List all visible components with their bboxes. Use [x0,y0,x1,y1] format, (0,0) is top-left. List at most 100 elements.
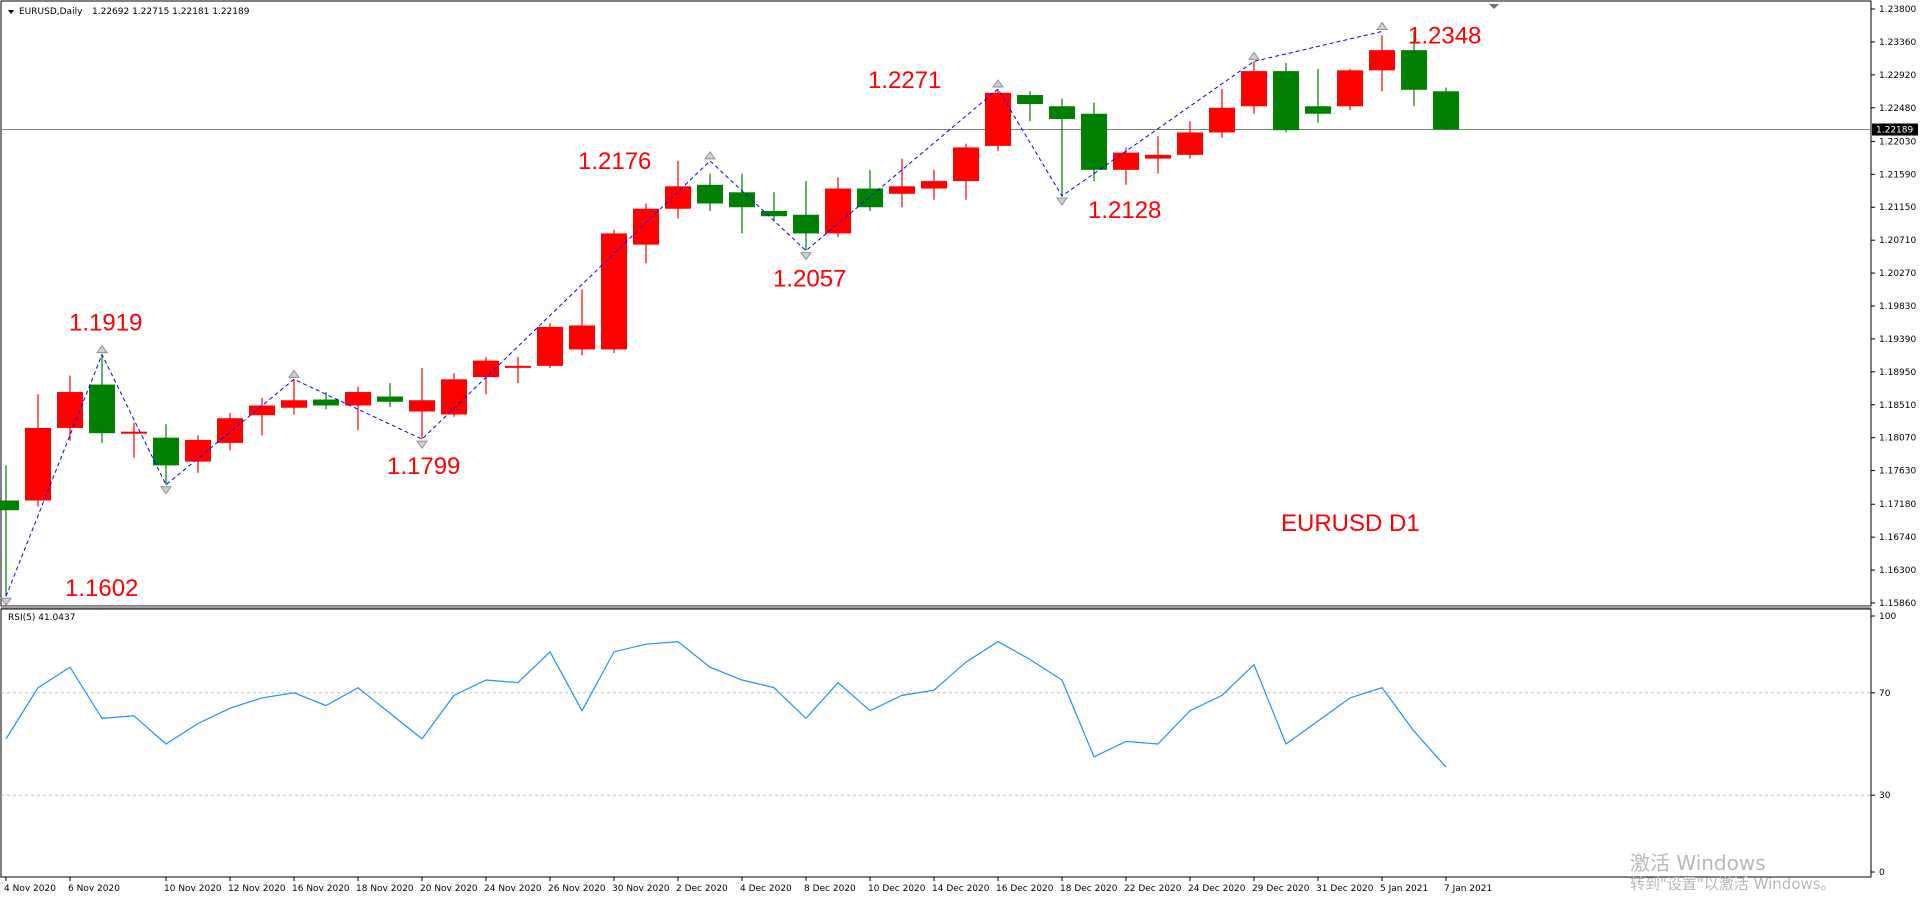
y-tick-label: 1.19390 [1879,335,1916,345]
candle[interactable] [185,435,211,473]
candle[interactable] [121,422,147,458]
candle-body [409,400,435,412]
candle-body [1177,132,1203,155]
candle[interactable] [1433,87,1459,131]
separator-bar[interactable] [1,606,1871,609]
rsi-pane-frame [0,608,1872,878]
candle[interactable] [1049,98,1075,197]
candle-body [25,427,51,501]
candle[interactable] [1337,68,1363,110]
candle-body [1401,50,1427,90]
candle[interactable] [1113,147,1139,185]
candle[interactable] [1177,121,1203,159]
x-tick-label: 20 Nov 2020 [420,884,478,894]
zigzag-price-label: 1.2348 [1408,22,1481,49]
candle[interactable] [953,143,979,200]
candle[interactable] [1305,68,1331,123]
x-tick-label: 24 Nov 2020 [484,884,542,894]
candle[interactable] [377,383,403,407]
current-price-tag [1872,123,1918,136]
rsi-tick-label: 100 [1879,612,1896,622]
candle[interactable] [153,424,179,485]
candle[interactable] [633,203,659,264]
candle[interactable] [1401,31,1427,107]
candle[interactable] [889,158,915,208]
candle[interactable] [473,356,499,395]
y-tick-label: 1.15860 [1879,599,1916,609]
candle[interactable] [57,375,83,441]
candle[interactable] [1369,35,1395,92]
candle-body [1337,70,1363,107]
y-tick-label: 1.16300 [1879,566,1916,576]
ohlc-header: 1.22692 1.22715 1.22181 1.22189 [92,7,250,17]
x-tick-label: 24 Dec 2020 [1188,884,1246,894]
candle-body [1369,50,1395,71]
candle-body [57,392,83,428]
candle[interactable] [1081,102,1107,182]
main-pane-frame [0,0,1872,607]
y-tick-label: 1.21150 [1879,203,1916,213]
x-tick-label: 18 Nov 2020 [356,884,414,894]
zigzag-price-label: 1.2057 [773,266,846,293]
candle[interactable] [89,354,115,443]
candle[interactable] [1273,62,1299,133]
candle-body [1049,106,1075,119]
candle[interactable] [0,465,19,597]
symbol-header: EURUSD,Daily [19,7,83,17]
swing-low-marker [416,440,428,450]
candle-body [825,188,851,234]
candle[interactable] [409,368,435,440]
candle[interactable] [1017,91,1043,122]
zigzag-price-label: 1.2271 [868,67,941,94]
y-tick-label: 1.17630 [1879,467,1916,477]
candle-body [185,439,211,462]
x-tick-label: 22 Dec 2020 [1124,884,1182,894]
candle[interactable] [249,398,275,436]
swing-low-marker [0,597,12,607]
y-tick-label: 1.22920 [1879,71,1916,81]
candle[interactable] [1241,61,1267,114]
candle[interactable] [25,394,51,507]
candle[interactable] [985,89,1011,152]
candle[interactable] [345,386,371,431]
candle[interactable] [281,379,307,415]
candle[interactable] [921,169,947,200]
candle[interactable] [569,289,595,356]
candle[interactable] [825,177,851,238]
candle[interactable] [313,392,339,410]
candle[interactable] [537,323,563,369]
y-tick-label: 1.16740 [1879,533,1916,543]
rsi-header: RSI(5) 41.0437 [8,613,75,623]
swing-high-marker [992,79,1004,88]
x-tick-label: 16 Nov 2020 [292,884,350,894]
candle-body [1241,71,1267,107]
y-tick-label: 1.20710 [1879,236,1916,246]
candle[interactable] [761,192,787,221]
y-tick-label: 1.23800 [1879,5,1916,15]
swing-high-marker [704,151,716,160]
candle[interactable] [1145,136,1171,174]
candle[interactable] [441,373,467,417]
rsi-tick-label: 70 [1879,689,1891,699]
y-tick-label: 1.21590 [1879,170,1916,180]
candle[interactable] [1209,89,1235,138]
candle[interactable] [729,173,755,234]
candle[interactable] [793,181,819,251]
swing-high-marker [1248,51,1260,60]
chart-label: EURUSD D1 [1281,510,1420,537]
zigzag-price-label: 1.1602 [65,575,138,602]
menu-triangle-icon[interactable] [8,10,14,14]
candle-body [665,186,691,209]
candle[interactable] [601,229,627,354]
candle-body [377,396,403,402]
candle[interactable] [665,160,691,219]
candle[interactable] [505,356,531,384]
y-tick-label: 1.22030 [1879,137,1916,147]
scroll-marker-icon[interactable] [1489,4,1499,9]
candle-body [537,326,563,366]
candle[interactable] [697,173,723,211]
y-tick-label: 1.19830 [1879,302,1916,312]
swing-low-marker [800,252,812,261]
